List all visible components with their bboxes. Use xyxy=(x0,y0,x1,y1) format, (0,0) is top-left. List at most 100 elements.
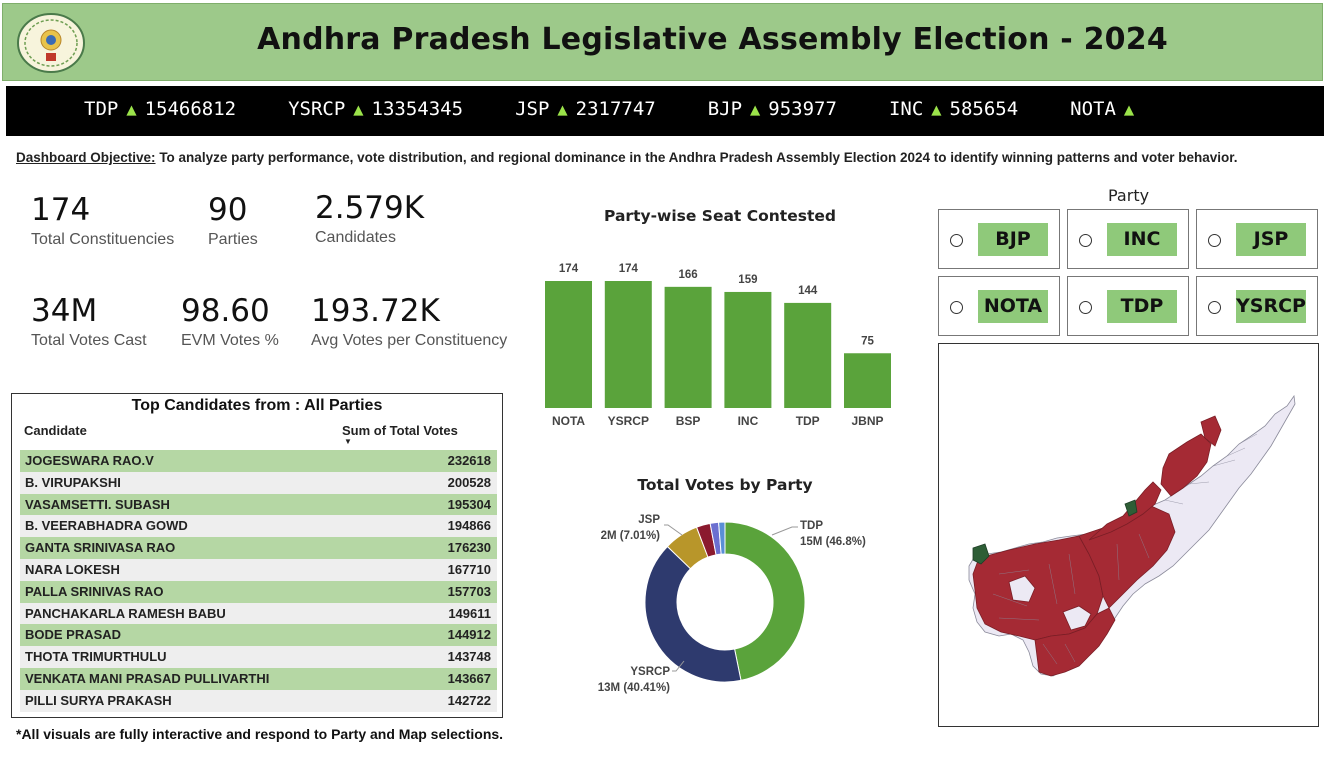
ticker-item: YSRCP ▲ 13354345 xyxy=(288,98,463,120)
table-row[interactable]: PILLI SURYA PRAKASH 142722 xyxy=(20,689,497,712)
constituency-map[interactable] xyxy=(938,343,1319,727)
map-region-northeast[interactable] xyxy=(1200,415,1222,447)
party-option-inc[interactable]: INC xyxy=(1067,209,1189,269)
candidate-votes: 194866 xyxy=(447,518,491,534)
bar-value-label: 174 xyxy=(559,263,579,275)
table-row[interactable]: JOGESWARA RAO.V 232618 xyxy=(20,450,497,472)
map-region-coast[interactable] xyxy=(1088,481,1162,541)
table-row[interactable]: THOTA TRIMURTHULU 143748 xyxy=(20,646,497,668)
map-region-south[interactable] xyxy=(1034,607,1116,677)
up-arrow-icon: ▲ xyxy=(353,100,364,120)
candidate-name: VENKATA MANI PRASAD PULLIVARTHI xyxy=(25,671,270,686)
map-region-lightpatch[interactable] xyxy=(1008,575,1036,603)
donut-slice-tdp[interactable] xyxy=(724,521,806,681)
candidate-name: GANTA SRINIVASA RAO xyxy=(25,540,176,556)
bar-bsp[interactable] xyxy=(664,286,712,408)
candidate-name: B. VIRUPAKSHI xyxy=(25,474,121,490)
slice-label: TDP xyxy=(800,520,823,532)
ticker-item: JSP ▲ 2317747 xyxy=(515,98,656,120)
table-row[interactable]: VASAMSETTI. SUBASH 195304 xyxy=(20,493,497,516)
bar-ysrcp[interactable] xyxy=(604,281,652,408)
radio-button[interactable] xyxy=(1208,234,1221,247)
kpi-label: Total Votes Cast xyxy=(31,332,147,349)
up-arrow-icon: ▲ xyxy=(557,100,568,120)
table-row[interactable]: PALLA SRINIVAS RAO 157703 xyxy=(20,580,497,603)
column-header-candidate[interactable]: Candidate xyxy=(24,423,87,438)
candidate-votes: 176230 xyxy=(447,540,491,556)
ticker-value: 13354345 xyxy=(371,98,464,120)
x-tick-label: YSRCP xyxy=(608,414,649,428)
candidate-name: B. VEERABHADRA GOWD xyxy=(25,518,188,534)
x-tick-label: TDP xyxy=(796,414,820,428)
ticker-party: YSRCP xyxy=(288,98,346,120)
candidate-name: PANCHAKARLA RAMESH BABU xyxy=(25,605,226,621)
kpi-avg-votes: 193.72K Avg Votes per Constituency xyxy=(311,293,507,350)
table-row[interactable]: NARA LOKESH 167710 xyxy=(20,559,497,581)
objective-label: Dashboard Objective: xyxy=(16,150,156,165)
party-option-tdp[interactable]: TDP xyxy=(1067,276,1189,336)
votes-by-party-donut-chart[interactable]: TDP 15M (46.8%) YSRCP 13M (40.41%) JSP 2M (7.… xyxy=(560,505,920,710)
table-title: Top Candidates from : All Parties xyxy=(131,397,383,414)
radio-button[interactable] xyxy=(950,301,963,314)
party-option-jsp[interactable]: JSP xyxy=(1196,209,1318,269)
up-arrow-icon: ▲ xyxy=(1123,100,1135,120)
table-row[interactable]: B. VEERABHADRA GOWD 194866 xyxy=(20,515,497,538)
column-header-votes[interactable]: Sum of Total Votes xyxy=(342,423,458,438)
donut-slice[interactable] xyxy=(718,521,726,555)
table-row[interactable]: BODE PRASAD 144912 xyxy=(20,624,497,647)
party-option-ysrcp[interactable]: YSRCP xyxy=(1196,276,1318,336)
radio-button[interactable] xyxy=(950,234,963,247)
kpi-value: 174 xyxy=(31,192,91,228)
radio-button[interactable] xyxy=(1079,234,1092,247)
top-candidates-table[interactable]: Top Candidates from : All Parties Candid… xyxy=(11,393,503,718)
leader-line xyxy=(664,524,683,536)
map-region-highlight[interactable] xyxy=(972,543,990,565)
kpi-candidates: 2.579K Candidates xyxy=(315,190,424,247)
seats-contested-bar-chart[interactable]: 174 NOTA 174 YSRCP 166 BSP 159 INC 144 TDP 75 JBNP xyxy=(535,250,905,440)
bar-chart-title: Party-wise Seat Contested xyxy=(604,207,836,225)
x-tick-label: BSP xyxy=(676,414,701,428)
bar-tdp[interactable] xyxy=(784,302,832,408)
dashboard-objective: Dashboard Objective: To analyze party pe… xyxy=(16,150,1238,165)
header-banner: Andhra Pradesh Legislative Assembly Elec… xyxy=(2,3,1323,81)
table-row[interactable]: VENKATA MANI PRASAD PULLIVARTHI 143667 xyxy=(20,668,497,690)
ticker-track: TDP ▲ 15466812 YSRCP ▲ 13354345 JSP ▲ 2317747 BJP… xyxy=(84,98,1194,120)
andhra-pradesh-map[interactable] xyxy=(939,344,1320,728)
x-tick-label: INC xyxy=(738,414,759,428)
table-row[interactable]: PANCHAKARLA RAMESH BABU 149611 xyxy=(20,602,497,625)
bar-value-label: 166 xyxy=(679,269,698,281)
map-region-east[interactable] xyxy=(1160,433,1212,497)
candidate-votes: 143748 xyxy=(447,649,491,665)
radio-button[interactable] xyxy=(1208,301,1221,314)
map-region-highlight-2[interactable] xyxy=(1124,499,1138,517)
up-arrow-icon: ▲ xyxy=(931,100,942,120)
bar-nota[interactable] xyxy=(545,281,592,408)
kpi-label: Avg Votes per Constituency xyxy=(311,332,508,349)
sort-desc-icon[interactable]: ▼ xyxy=(344,437,352,446)
candidate-name: PILLI SURYA PRAKASH xyxy=(25,692,172,708)
candidate-name: JOGESWARA RAO.V xyxy=(25,453,154,468)
candidate-votes: 167710 xyxy=(447,562,491,577)
bar-jbnp[interactable] xyxy=(844,353,891,408)
table-row[interactable]: B. VIRUPAKSHI 200528 xyxy=(20,471,497,494)
x-tick-label: NOTA xyxy=(552,414,585,428)
bar-value-label: 144 xyxy=(798,285,818,297)
radio-button[interactable] xyxy=(1079,301,1092,314)
party-option-nota[interactable]: NOTA xyxy=(938,276,1060,336)
bar-value-label: 159 xyxy=(738,274,757,286)
candidate-name: BODE PRASAD xyxy=(25,627,122,643)
party-option-label: INC xyxy=(1107,223,1177,256)
bar-inc[interactable] xyxy=(724,291,772,408)
party-option-label: JSP xyxy=(1236,223,1306,256)
party-option-bjp[interactable]: BJP xyxy=(938,209,1060,269)
table-row[interactable]: GANTA SRINIVASA RAO 176230 xyxy=(20,537,497,559)
map-region-southeast[interactable] xyxy=(1062,605,1092,631)
party-option-label: BJP xyxy=(978,223,1048,256)
party-option-label: NOTA xyxy=(978,290,1048,323)
ticker-value: 15466812 xyxy=(144,98,237,120)
kpi-label: Parties xyxy=(208,231,258,248)
ticker-item: BJP ▲ 953977 xyxy=(708,98,837,120)
x-tick-label: JBNP xyxy=(851,414,883,428)
donut-slice-ysrcp[interactable] xyxy=(644,545,742,683)
candidate-votes: 149611 xyxy=(448,605,491,621)
